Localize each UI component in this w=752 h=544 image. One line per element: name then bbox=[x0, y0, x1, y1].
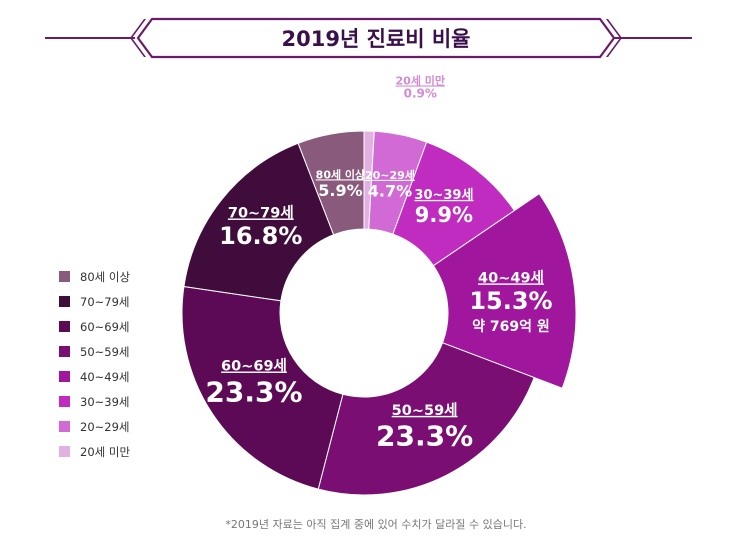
legend-label: 30~39세 bbox=[80, 395, 129, 409]
highlight-note: 약 769억 원 bbox=[472, 318, 550, 335]
legend-swatch bbox=[59, 421, 70, 432]
slice-60-69 bbox=[181, 285, 344, 490]
slice-category-label: 40~49세 bbox=[478, 269, 544, 286]
slice-40-49 bbox=[432, 192, 577, 389]
slice-value-label: 0.9% bbox=[404, 87, 437, 101]
slice-50-59 bbox=[317, 342, 535, 496]
legend: 80세 이상 70~79세 60~69세 50~59세 40~49세 30~39세 20~2… bbox=[59, 270, 130, 459]
footnote: *2019년 자료는 아직 집계 중에 있어 수치가 달라질 수 있습니다. bbox=[225, 518, 526, 531]
slice-value-label: 23.3% bbox=[376, 420, 473, 453]
legend-label: 60~69세 bbox=[80, 320, 129, 334]
legend-label: 20~29세 bbox=[80, 420, 129, 434]
legend-label: 50~59세 bbox=[80, 345, 129, 359]
slice-category-label: 80세 이상 bbox=[316, 167, 366, 181]
legend-label: 80세 이상 bbox=[80, 270, 130, 284]
legend-swatch bbox=[59, 396, 70, 407]
slice-category-label: 20세 미만 bbox=[396, 73, 446, 87]
legend-swatch bbox=[59, 371, 70, 382]
legend-label: 20세 미만 bbox=[80, 445, 130, 459]
slice-category-label: 50~59세 bbox=[392, 402, 458, 419]
legend-label: 70~79세 bbox=[80, 295, 129, 309]
slice-value-label: 16.8% bbox=[219, 222, 302, 250]
legend-swatch bbox=[59, 296, 70, 307]
slice-value-label: 15.3% bbox=[469, 287, 552, 315]
legend-swatch bbox=[59, 271, 70, 282]
slice-value-label: 23.3% bbox=[205, 375, 302, 408]
legend-swatch bbox=[59, 446, 70, 457]
slice-value-label: 4.7% bbox=[368, 181, 412, 200]
slice-category-label: 20~29세 bbox=[365, 168, 415, 182]
slice-value-label: 5.9% bbox=[318, 181, 362, 200]
slice-category-label: 60~69세 bbox=[221, 358, 287, 375]
slice-category-label: 70~79세 bbox=[228, 204, 294, 221]
slice-70-79 bbox=[183, 142, 335, 302]
legend-swatch bbox=[59, 346, 70, 357]
slice-value-label: 9.9% bbox=[415, 203, 473, 227]
donut-chart bbox=[181, 130, 577, 496]
slice-category-label: 30~39세 bbox=[414, 188, 473, 203]
chart-title: 2019년 진료비 비율 bbox=[282, 27, 471, 51]
legend-label: 40~49세 bbox=[80, 370, 129, 384]
legend-swatch bbox=[59, 321, 70, 332]
title-banner: 2019년 진료비 비율 bbox=[45, 17, 692, 59]
slice-80 bbox=[297, 130, 365, 236]
